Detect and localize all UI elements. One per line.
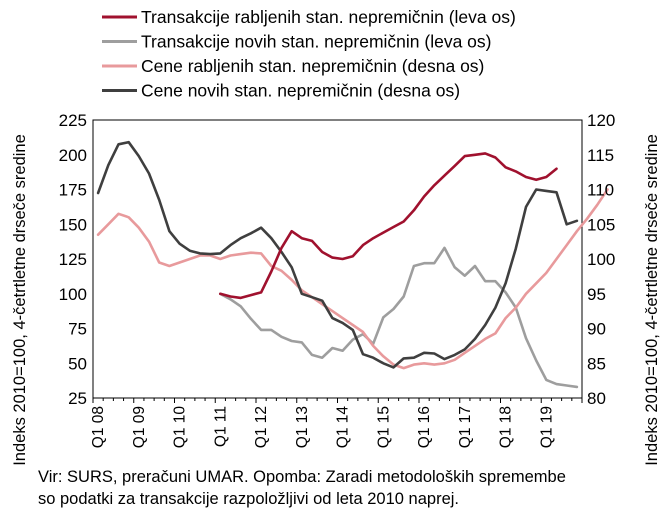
right-axis: 80 85 90 95 100 105 110 115 120 (587, 111, 615, 408)
x-tick-label: Q1 15 (375, 406, 392, 448)
x-axis: Q1 08 Q1 09 Q1 10 Q1 11 Q1 12 Q1 13 Q1 14 Q1 15… (90, 398, 583, 449)
y-left-tick-label: 150 (59, 215, 87, 234)
y-right-tick-label: 80 (587, 389, 606, 408)
x-tick-label: Q1 13 (294, 406, 311, 448)
series-line-1 (219, 152, 558, 300)
y-left-tick-label: 100 (59, 285, 87, 304)
source-line-1: Vir: SURS, preračuni UMAR. Opomba: Zarad… (38, 468, 566, 486)
series-line-4 (96, 140, 579, 369)
series-line-3 (96, 188, 609, 370)
source-note: Vir: SURS, preračuni UMAR. Opomba: Zarad… (38, 466, 663, 510)
y-right-tick-label: 120 (587, 111, 615, 130)
legend-label: Transakcije rabljenih stan. nepremičnin … (141, 7, 516, 27)
y-right-tick-label: 90 (587, 320, 606, 339)
y-right-tick-label: 95 (587, 285, 606, 304)
legend-label: Transakcije novih stan. nepremičnin (lev… (141, 32, 491, 52)
x-tick-label: Q1 12 (253, 406, 270, 448)
y-left-tick-label: 175 (59, 181, 87, 200)
source-line-2: so podatki za transakcije razpoložljivi … (38, 490, 459, 508)
y-right-tick-label: 110 (587, 181, 614, 200)
y-left-tick-label: 200 (59, 146, 87, 165)
legend-label: Cene rabljenih stan. nepremičnin (desna … (141, 56, 484, 76)
x-tick-label: Q1 19 (538, 406, 555, 448)
y-axis-title-right: Indeks 2010=100, 4-četrtletne drseče sre… (643, 134, 661, 466)
x-tick-label: Q1 14 (335, 406, 352, 449)
x-tick-label: Q1 10 (172, 406, 189, 449)
legend-label: Cene novih stan. nepremičnin (desna os) (141, 81, 460, 101)
y-right-tick-label: 115 (587, 146, 614, 165)
y-left-tick-label: 50 (68, 354, 87, 373)
x-tick-label: Q1 16 (416, 406, 433, 448)
left-axis: 25 50 75 100 125 150 175 200 225 (59, 111, 87, 408)
x-tick-label: Q1 08 (90, 406, 107, 448)
y-right-tick-label: 100 (587, 250, 615, 269)
y-right-tick-label: 85 (587, 354, 606, 373)
y-right-tick-label: 105 (587, 215, 615, 234)
plot-area (92, 119, 609, 399)
legend: Transakcije rabljenih stan. nepremičnin … (102, 7, 516, 101)
x-tick-label: Q1 09 (131, 406, 148, 448)
x-tick-label: Q1 11 (212, 406, 229, 447)
series-line-2 (219, 246, 579, 389)
y-left-tick-label: 25 (68, 389, 87, 408)
y-left-tick-label: 75 (68, 320, 87, 339)
y-left-tick-label: 225 (59, 111, 87, 130)
y-left-tick-label: 125 (59, 250, 87, 269)
x-tick-label: Q1 18 (498, 406, 515, 448)
y-axis-title-left: Indeks 2010=100, 4-četrtletne drseče sre… (11, 134, 29, 466)
x-tick-label: Q1 17 (457, 406, 474, 448)
